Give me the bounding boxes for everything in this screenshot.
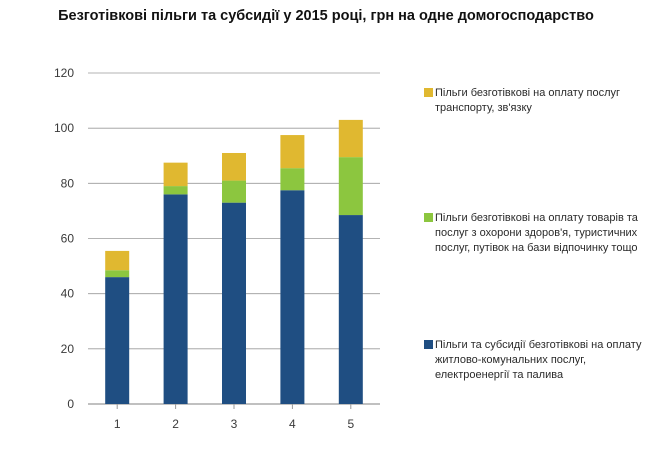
bar-segment [163, 162, 188, 187]
bar-segment [105, 270, 130, 278]
legend-label-health: Пільги безготівкові на оплату товарів та… [435, 212, 638, 254]
bar-segment [280, 190, 305, 404]
x-tick-label: 4 [289, 417, 296, 431]
bar-segment [222, 202, 246, 404]
y-axis-ticks: 0 20 40 60 80 100 120 [54, 66, 74, 411]
x-axis-ticks: 1 2 3 4 5 [114, 404, 354, 431]
legend-swatch-health [424, 213, 433, 222]
bar-segment [163, 194, 188, 404]
y-tick-label: 100 [54, 121, 74, 135]
y-tick-label: 120 [54, 66, 74, 80]
bar-segment [280, 168, 305, 191]
bar-segment [280, 135, 305, 169]
legend-swatch-housing [424, 340, 433, 349]
bar-segment [163, 186, 188, 195]
y-tick-label: 0 [67, 397, 74, 411]
legend-swatch-transport [424, 88, 433, 97]
bar-segment [105, 277, 130, 404]
bar-segment [338, 157, 363, 216]
bar-segment [222, 180, 246, 203]
bar-segment [338, 215, 363, 404]
y-tick-label: 40 [61, 287, 75, 301]
bars [105, 119, 363, 404]
y-tick-label: 20 [61, 342, 75, 356]
bar-segment [105, 250, 130, 271]
x-tick-label: 3 [231, 417, 238, 431]
legend-label-housing: Пільги та субсидії безготівкові на оплат… [435, 339, 642, 381]
legend-label-transport: Пільги безготівкові на оплату послуг тра… [435, 87, 621, 114]
x-tick-label: 1 [114, 417, 121, 431]
x-tick-label: 5 [347, 417, 354, 431]
y-tick-label: 80 [61, 176, 75, 190]
bar-segment [338, 119, 363, 158]
chart-title: Безготівкові пільги та субсидії у 2015 р… [58, 8, 594, 24]
bar-segment [222, 152, 246, 181]
x-tick-label: 2 [172, 417, 179, 431]
y-tick-label: 60 [61, 232, 75, 246]
